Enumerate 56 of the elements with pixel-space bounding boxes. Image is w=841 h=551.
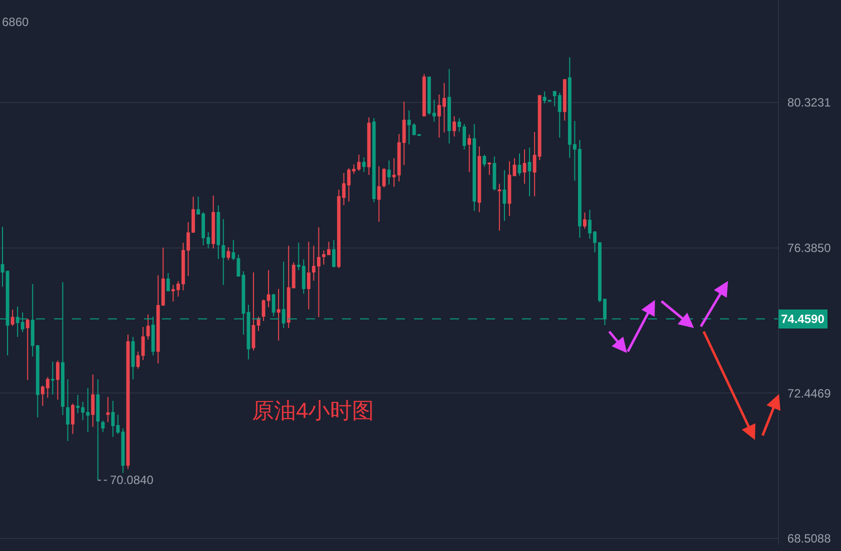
- candlestick: [488, 162, 492, 176]
- candlestick: [448, 68, 451, 144]
- candlestick: [562, 78, 566, 122]
- y-tick-label: 72.4469: [787, 386, 832, 400]
- candlestick: [91, 374, 95, 428]
- candlestick: [10, 309, 14, 326]
- candlestick: [306, 241, 310, 310]
- y-tick-label: 68.5088: [787, 532, 832, 546]
- candlestick: [71, 403, 75, 434]
- candlestick: [583, 212, 586, 230]
- candlestick: [387, 160, 391, 185]
- candlestick: [212, 195, 216, 249]
- candlestick: [101, 420, 105, 433]
- candlestick: [56, 360, 60, 400]
- candlestick: [252, 272, 256, 352]
- candlestick: [146, 314, 150, 340]
- ref-line-label: 74.4590: [781, 312, 825, 326]
- candlestick: [26, 318, 30, 381]
- annotation: 6860: [2, 15, 30, 29]
- candlestick: [222, 218, 226, 286]
- candlestick: [362, 157, 366, 172]
- candlestick: [106, 396, 110, 423]
- candlestick: [472, 123, 476, 212]
- candlestick: [508, 160, 512, 216]
- candlestick: [96, 378, 100, 481]
- candlestick: [478, 146, 482, 213]
- candlestick: [131, 336, 135, 380]
- candlestick: [66, 378, 70, 442]
- candlestick: [226, 246, 230, 261]
- y-tick-label: 80.3231: [787, 96, 832, 110]
- candlestick: [512, 158, 516, 176]
- candlestick: [192, 196, 195, 234]
- candlestick: [518, 153, 522, 176]
- annotation: 70.0840: [110, 473, 154, 487]
- candlestick: [0, 226, 4, 288]
- candlestick: [272, 293, 276, 317]
- candlestick: [468, 134, 472, 172]
- candlestick: [377, 166, 381, 222]
- candlestick: [332, 239, 336, 268]
- candlestick: [367, 116, 371, 176]
- candlestick: [282, 261, 286, 329]
- candlestick: [522, 148, 526, 184]
- candlestick: [422, 74, 426, 116]
- candlestick: [528, 147, 532, 197]
- candlestick: [482, 154, 486, 168]
- candlestick: [50, 361, 54, 395]
- candlestick: [492, 156, 496, 191]
- annotation: 原油4小时图: [252, 398, 374, 423]
- candlestick: [372, 118, 376, 203]
- candlestick: [498, 183, 502, 232]
- candlestick: [166, 272, 170, 292]
- candlestick: [276, 288, 280, 342]
- candlestick: [452, 116, 456, 138]
- candlestick: [216, 205, 220, 260]
- candlestick: [502, 170, 506, 222]
- y-tick-label: 76.3850: [787, 240, 832, 255]
